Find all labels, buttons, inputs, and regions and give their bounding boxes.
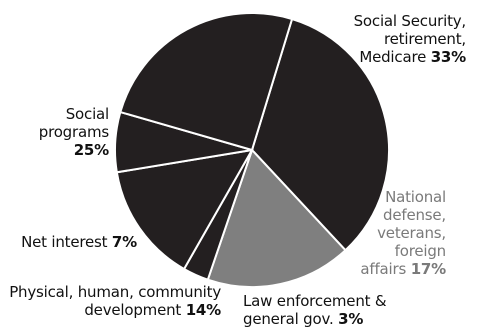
label-net-interest: Net interest 7%: [21, 233, 137, 251]
pct-law-enforcement: 3%: [338, 310, 364, 328]
pie-slice-social-programs: [119, 12, 294, 152]
pct-national-defense: 17%: [410, 260, 447, 278]
pie-slice-national-defense: [206, 148, 347, 288]
pct-social-programs: 25%: [73, 141, 110, 159]
label-social-programs: Social programs 25%: [38, 105, 110, 159]
pct-social-security: 33%: [430, 48, 467, 66]
label-social-security: Social Security, retirement, Medicare 33…: [353, 12, 467, 66]
pie-slice-social-security: [250, 17, 390, 252]
pct-physical-human: 14%: [185, 301, 222, 319]
label-national-defense: National defense, veterans, foreign affa…: [360, 188, 446, 278]
label-law-enforcement: Law enforcement & general gov. 3%: [243, 292, 387, 328]
label-physical-human: Physical, human, community development 1…: [9, 283, 221, 319]
pie-slice-physical-human: [115, 148, 254, 271]
pct-net-interest: 7%: [111, 233, 137, 251]
